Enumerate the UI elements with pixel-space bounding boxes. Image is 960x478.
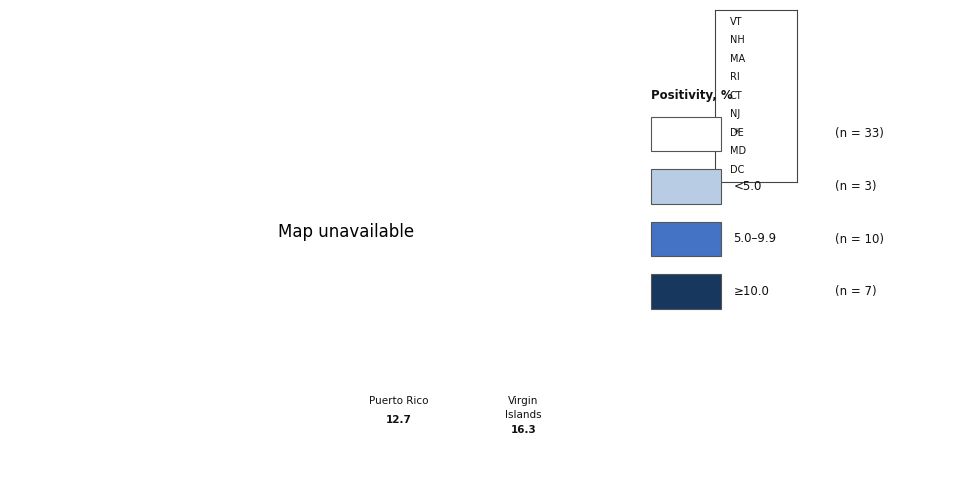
Text: 16.3: 16.3 [511, 424, 536, 435]
Text: MD: MD [730, 146, 746, 156]
Text: 5.0–9.9: 5.0–9.9 [733, 232, 777, 246]
Text: RI: RI [730, 72, 739, 82]
Text: (n = 7): (n = 7) [835, 285, 876, 298]
Text: DE: DE [730, 128, 744, 138]
Text: MA: MA [730, 54, 745, 64]
Text: Virgin: Virgin [508, 396, 539, 406]
Text: VT: VT [730, 17, 742, 27]
Text: ≥10.0: ≥10.0 [733, 285, 769, 298]
Text: 12.7: 12.7 [386, 415, 411, 425]
Text: CT: CT [730, 91, 742, 100]
Text: (n = 10): (n = 10) [835, 232, 884, 246]
Text: (n = 3): (n = 3) [835, 180, 876, 193]
Text: Map unavailable: Map unavailable [277, 223, 414, 241]
FancyBboxPatch shape [651, 117, 721, 151]
Text: <5.0: <5.0 [733, 180, 762, 193]
Text: (n = 33): (n = 33) [835, 127, 884, 141]
FancyBboxPatch shape [651, 274, 721, 309]
FancyBboxPatch shape [651, 222, 721, 256]
Text: Puerto Rico: Puerto Rico [369, 396, 428, 406]
Text: NH: NH [730, 35, 745, 45]
Text: Islands: Islands [505, 410, 541, 420]
FancyBboxPatch shape [651, 169, 721, 204]
Text: *: * [733, 127, 739, 141]
Text: NJ: NJ [730, 109, 740, 119]
Text: DC: DC [730, 164, 744, 174]
Text: Positivity, %: Positivity, % [651, 89, 732, 102]
